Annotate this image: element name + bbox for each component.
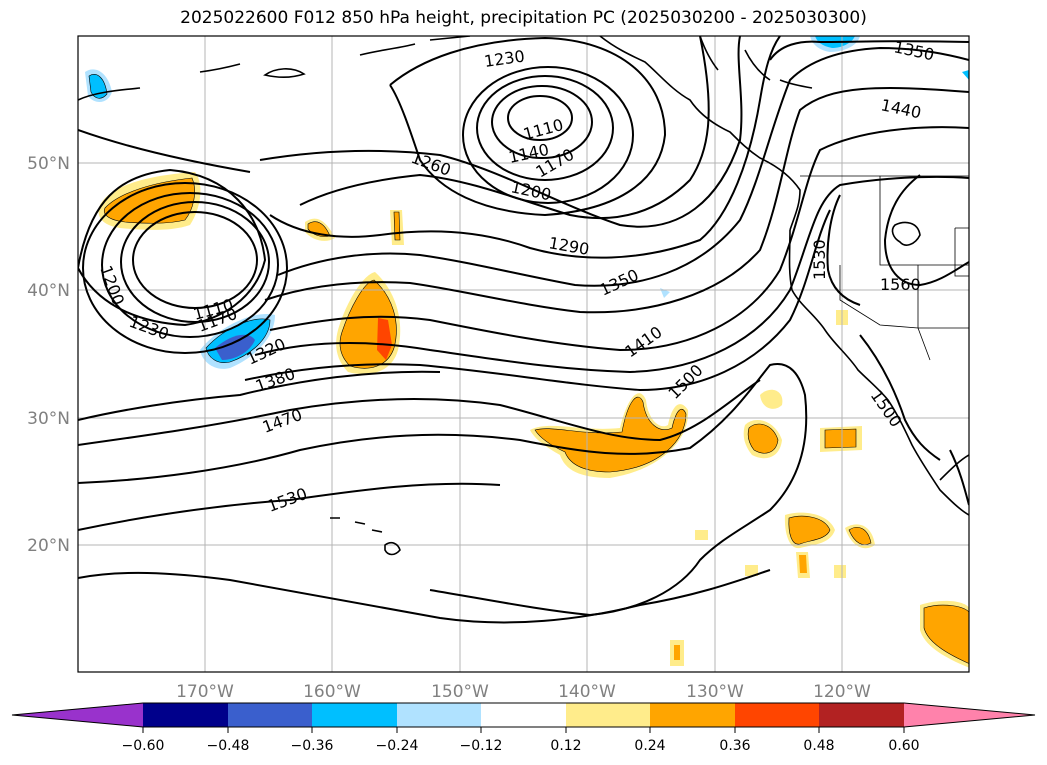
colorbar-swatch (566, 703, 650, 727)
lon-label: 160°W (303, 682, 361, 702)
colorbar-extend-high (904, 703, 1035, 727)
lat-label: 30°N (27, 409, 70, 429)
colorbar-tick-label: 0.36 (719, 738, 750, 754)
colorbar-swatch (735, 703, 819, 727)
lon-label: 120°W (813, 682, 871, 702)
lat-label: 40°N (27, 281, 70, 301)
height-contours (78, 36, 969, 624)
colorbar-tick-label: 0.12 (550, 738, 581, 754)
longitude-labels: 170°W 160°W 150°W 140°W 130°W 120°W (176, 682, 871, 702)
map-frame (77, 35, 970, 673)
latitude-labels: 50°N 40°N 30°N 20°N (27, 154, 70, 556)
lon-label: 150°W (431, 682, 489, 702)
colorbar-swatch (228, 703, 312, 727)
colorbar-tick-label: −0.60 (122, 738, 165, 754)
colorbar-tick-label: −0.36 (291, 738, 334, 754)
colorbar-swatch (819, 703, 904, 727)
colorbar-swatch (481, 703, 566, 727)
contour-label: 1560 (880, 275, 921, 294)
colorbar-tick-label: −0.48 (207, 738, 250, 754)
colorbar-swatch (397, 703, 481, 727)
colorbar-tick-label: 0.60 (888, 738, 919, 754)
colorbar-tick-label: 0.24 (634, 738, 665, 754)
lat-label: 20°N (27, 536, 70, 556)
colorbar-tick-label: 0.48 (803, 738, 834, 754)
colorbar: −0.60 −0.48 −0.36 −0.24 −0.12 0.12 0.24 … (11, 702, 1036, 754)
colorbar-swatch (312, 703, 397, 727)
colorbar-swatch (143, 703, 228, 727)
colorbar-extend-low (12, 703, 143, 727)
lon-label: 130°W (686, 682, 744, 702)
colorbar-tick-label: −0.12 (460, 738, 503, 754)
lat-label: 50°N (27, 154, 70, 174)
map-title: 2025022600 F012 850 hPa height, precipit… (180, 8, 867, 28)
lon-label: 170°W (176, 682, 234, 702)
colorbar-tick-label: −0.24 (376, 738, 419, 754)
contour-label: 1530 (810, 239, 829, 280)
coastlines (78, 36, 969, 556)
lon-label: 140°W (558, 682, 616, 702)
colorbar-swatch (650, 703, 735, 727)
